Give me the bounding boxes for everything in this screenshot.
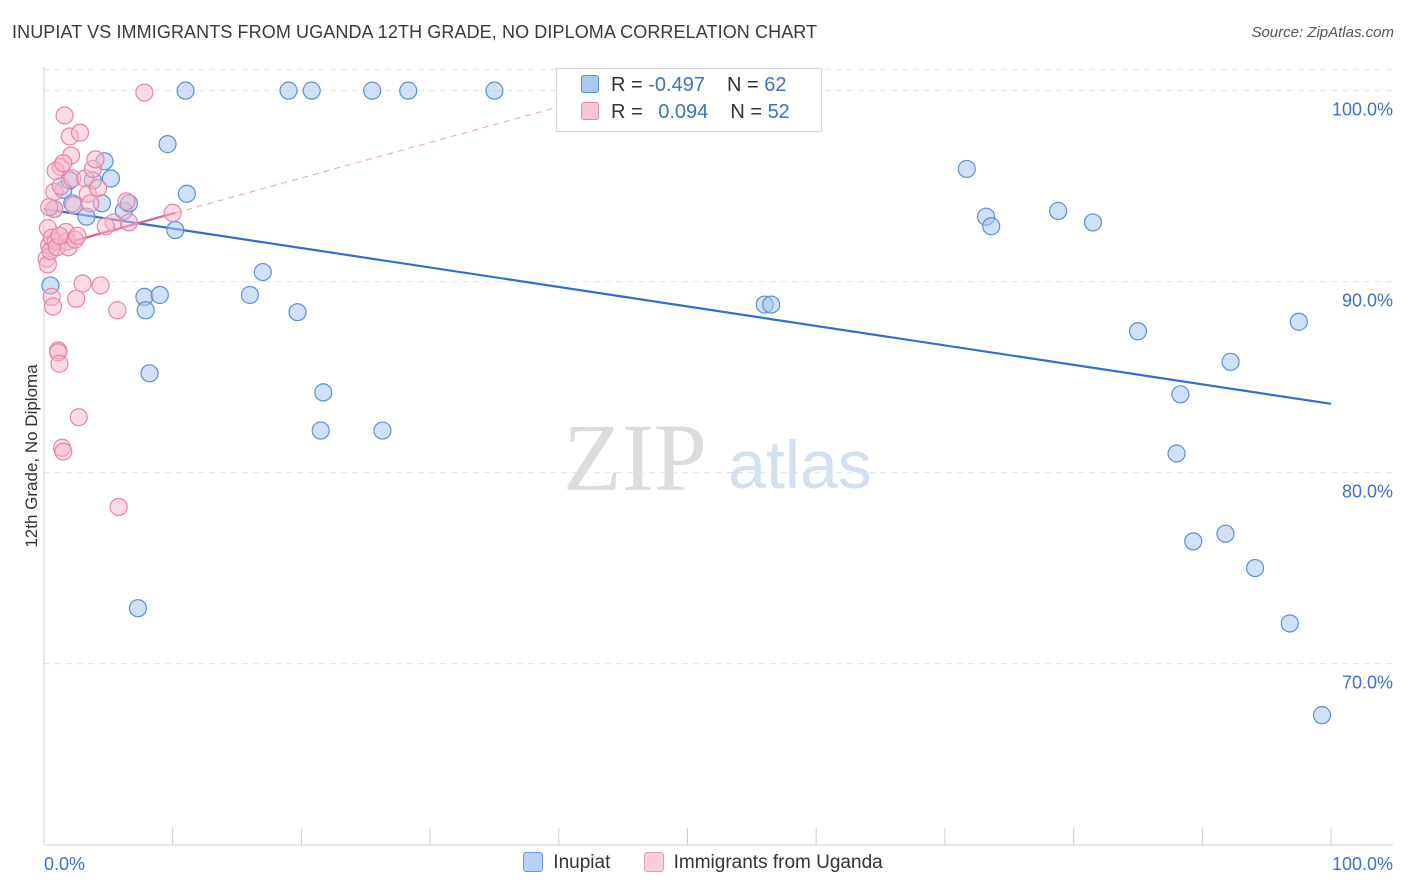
source-label: Source: ZipAtlas.com (1251, 24, 1394, 41)
chart-title: INUPIAT VS IMMIGRANTS FROM UGANDA 12TH G… (12, 22, 818, 42)
watermark-zip: ZIP (563, 404, 707, 511)
legend-r-label: R = (611, 74, 649, 96)
point-uganda (50, 354, 69, 373)
point-inupiat (1280, 614, 1299, 633)
point-inupiat (136, 301, 155, 320)
point-inupiat (302, 81, 321, 100)
legend-n-value: 52 (767, 101, 790, 123)
point-uganda (70, 123, 90, 142)
legend-n-value: 62 (764, 74, 787, 96)
point-uganda (50, 226, 69, 245)
point-uganda (81, 194, 100, 213)
point-inupiat (1083, 213, 1103, 232)
point-inupiat (1128, 322, 1148, 341)
legend-item-uganda[interactable]: Immigrants from Uganda (643, 852, 883, 874)
point-uganda (88, 178, 108, 198)
point-inupiat (373, 421, 392, 440)
point-inupiat (1184, 532, 1203, 551)
point-inupiat (1216, 524, 1235, 543)
legend-label-inupiat: Inupiat (553, 852, 611, 873)
series-legend: Inupiat Immigrants from Uganda (0, 852, 1406, 874)
point-uganda (109, 497, 128, 517)
y-tick-label: 90.0% (1342, 291, 1393, 311)
point-inupiat (140, 364, 159, 383)
legend-r-value: -0.497 (648, 74, 705, 96)
point-inupiat (128, 599, 148, 618)
point-inupiat (363, 81, 382, 100)
legend-n-label: N = (730, 101, 768, 123)
watermark: ZIP atlas (563, 404, 872, 511)
point-inupiat (311, 421, 330, 440)
x-tick-label: 100.0% (1332, 854, 1393, 874)
point-inupiat (253, 262, 272, 282)
point-inupiat (1049, 201, 1068, 221)
tick-labels: 70.0% 80.0% 90.0% 100.0% 0.0% 100.0% (44, 100, 1393, 874)
data-points (37, 81, 1332, 725)
point-inupiat (240, 285, 260, 305)
point-uganda (68, 226, 87, 245)
legend-swatch-uganda (581, 102, 599, 120)
point-inupiat (485, 81, 504, 100)
point-inupiat (177, 184, 196, 203)
trend-extension-uganda (175, 86, 632, 214)
watermark-atlas: atlas (728, 427, 872, 503)
point-uganda (43, 297, 63, 316)
y-tick-label: 70.0% (1342, 673, 1393, 693)
point-uganda (64, 196, 83, 215)
trend-lines (43, 86, 1332, 405)
point-inupiat (399, 81, 418, 100)
point-inupiat (1312, 706, 1332, 725)
point-uganda (96, 217, 115, 236)
y-tick-label: 80.0% (1342, 482, 1393, 502)
point-uganda (67, 289, 86, 308)
x-tick-label: 0.0% (44, 854, 85, 874)
legend-r-value: 0.094 (658, 101, 709, 123)
legend-r-label: R = (611, 101, 649, 123)
point-inupiat (1245, 558, 1265, 578)
point-inupiat (158, 135, 177, 154)
y-axis-label: 12th Grade, No Diploma (22, 364, 41, 548)
point-inupiat (1171, 385, 1190, 404)
legend-swatch-inupiat (523, 852, 544, 872)
point-uganda (40, 198, 59, 217)
trend-line-inupiat (43, 207, 1332, 405)
point-inupiat (957, 159, 976, 179)
point-inupiat (1289, 312, 1308, 331)
point-inupiat (314, 383, 333, 402)
axes (43, 67, 1393, 846)
y-tick-label: 100.0% (1332, 100, 1393, 120)
point-inupiat (101, 169, 121, 188)
point-uganda (91, 276, 110, 295)
point-uganda (163, 203, 182, 222)
point-inupiat (176, 81, 195, 100)
legend-row-uganda: R = 0.094 N = 52 (581, 101, 790, 127)
point-uganda (54, 442, 73, 461)
point-inupiat (1167, 444, 1186, 463)
point-uganda (117, 192, 136, 211)
legend-item-inupiat[interactable]: Inupiat (523, 852, 610, 874)
legend-label-uganda: Immigrants from Uganda (673, 852, 883, 873)
point-uganda (69, 408, 88, 427)
point-inupiat (762, 295, 781, 314)
point-uganda (73, 274, 92, 293)
legend-row-inupiat: R = -0.497 N = 62 (581, 74, 786, 100)
point-uganda (135, 83, 154, 102)
point-inupiat (288, 303, 307, 322)
legend-swatch-uganda (643, 852, 664, 872)
legend-n-label: N = (726, 74, 765, 96)
point-uganda (119, 213, 139, 232)
point-inupiat (982, 217, 1001, 236)
correlation-legend: R = -0.497 N = 62 R = 0.094 N = 52 (556, 68, 822, 132)
point-inupiat (166, 220, 185, 240)
point-inupiat (150, 285, 169, 305)
point-inupiat (1221, 352, 1240, 371)
point-uganda (55, 106, 74, 125)
point-uganda (54, 154, 73, 173)
point-uganda (108, 301, 127, 320)
point-uganda (86, 150, 105, 169)
point-inupiat (279, 81, 298, 100)
grid-lines (44, 69, 1393, 665)
legend-swatch-inupiat (581, 75, 599, 93)
